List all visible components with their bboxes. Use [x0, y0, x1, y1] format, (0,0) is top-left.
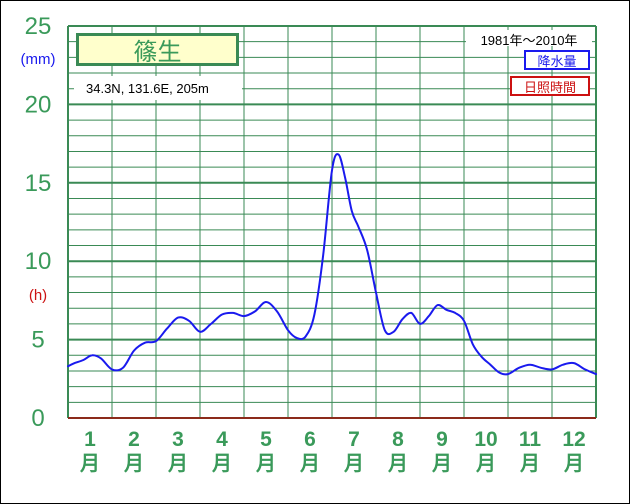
x-tick-label-suffix: 月 [343, 453, 364, 475]
x-tick-label-month: 2 [128, 428, 140, 451]
x-tick-label-month: 4 [216, 428, 228, 451]
legend-sunshine: 日照時間 [510, 76, 590, 96]
x-tick-label-month: 11 [519, 428, 542, 451]
x-tick-label-suffix: 月 [563, 453, 584, 475]
x-tick-label-month: 7 [348, 428, 360, 451]
x-tick-label-month: 5 [260, 428, 272, 451]
x-tick-label-month: 3 [172, 428, 184, 451]
x-tick-label-suffix: 月 [167, 453, 188, 475]
station-name: 篠生 [76, 33, 239, 66]
x-tick-label-suffix: 月 [255, 453, 276, 475]
y-tick-label: 20 [25, 91, 52, 118]
x-tick-label-suffix: 月 [431, 453, 452, 475]
x-tick-label-suffix: 月 [519, 453, 540, 475]
x-tick-label-suffix: 月 [123, 453, 144, 475]
y-unit-precip: (mm) [21, 51, 56, 68]
station-coords: 34.3N, 131.6E, 205m [74, 76, 242, 100]
y-tick-label: 0 [31, 405, 44, 432]
x-tick-label-suffix: 月 [211, 453, 232, 475]
y-tick-label: 15 [25, 170, 52, 197]
x-tick-label-suffix: 月 [79, 453, 100, 475]
period-label: 1981年〜2010年 [466, 30, 592, 48]
x-tick-label-month: 8 [392, 428, 404, 451]
x-tick-label-month: 1 [84, 428, 96, 451]
x-tick-label-month: 9 [436, 428, 448, 451]
x-tick-label-suffix: 月 [299, 453, 320, 475]
x-tick-label-month: 6 [304, 428, 316, 451]
legend-precipitation: 降水量 [524, 50, 590, 70]
y-tick-label: 25 [25, 13, 52, 40]
y-tick-label: 5 [31, 327, 44, 354]
x-tick-label-month: 10 [474, 428, 497, 451]
precipitation-line [67, 153, 597, 376]
y-tick-label: 10 [25, 248, 52, 275]
x-tick-label-month: 12 [562, 428, 585, 451]
x-tick-label-suffix: 月 [475, 453, 496, 475]
x-tick-label-suffix: 月 [387, 453, 408, 475]
y-unit-sunshine: (h) [29, 287, 47, 304]
